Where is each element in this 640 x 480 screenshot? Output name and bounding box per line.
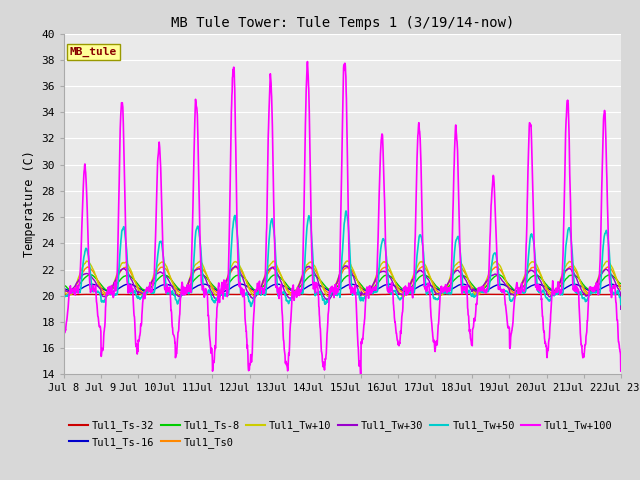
Text: MB_tule: MB_tule xyxy=(70,47,117,58)
Y-axis label: Temperature (C): Temperature (C) xyxy=(23,151,36,257)
Title: MB Tule Tower: Tule Temps 1 (3/19/14-now): MB Tule Tower: Tule Temps 1 (3/19/14-now… xyxy=(171,16,514,30)
Legend: Tul1_Ts-32, Tul1_Ts-16, Tul1_Ts-8, Tul1_Ts0, Tul1_Tw+10, Tul1_Tw+30, Tul1_Tw+50,: Tul1_Ts-32, Tul1_Ts-16, Tul1_Ts-8, Tul1_… xyxy=(69,420,613,447)
